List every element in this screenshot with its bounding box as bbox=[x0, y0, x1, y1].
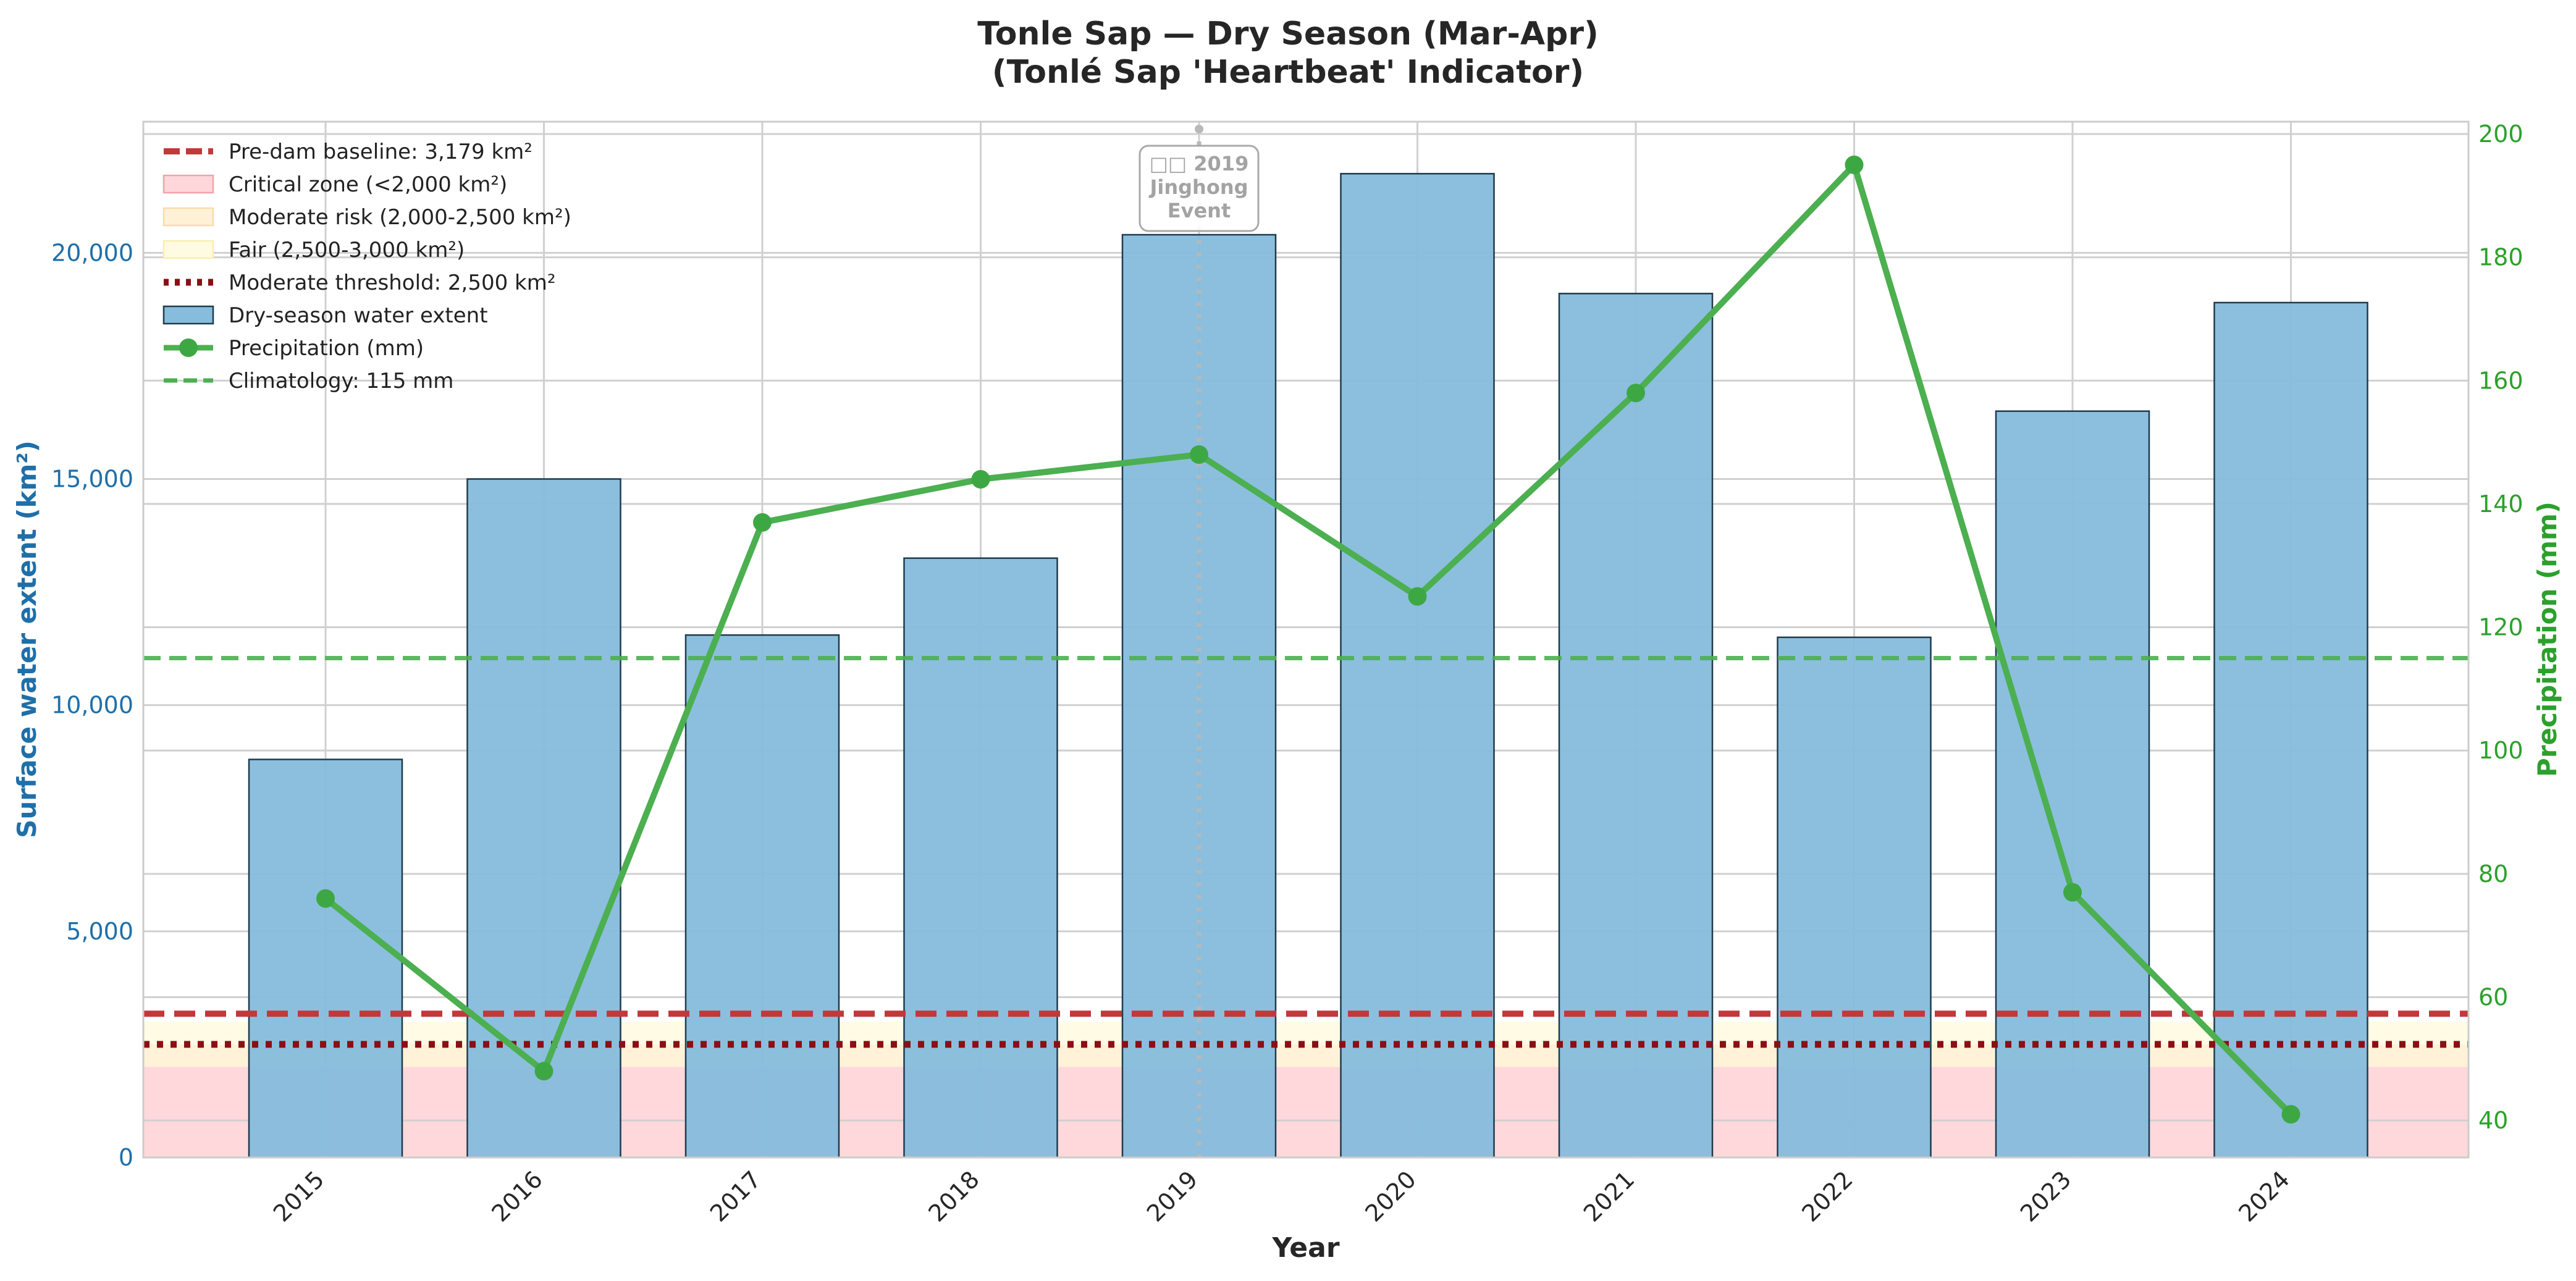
precip-point-2024 bbox=[2281, 1105, 2300, 1124]
y-right-tick-label: 60 bbox=[2478, 983, 2508, 1010]
bar-2024 bbox=[2213, 301, 2368, 1159]
event-line-cap bbox=[1195, 125, 1203, 133]
y-left-tick-label: 15,000 bbox=[51, 466, 133, 493]
y-right-tick-label: 160 bbox=[2478, 367, 2523, 394]
legend-label: Moderate risk (2,000-2,500 km²) bbox=[229, 205, 571, 230]
precip-point-2022 bbox=[1845, 155, 1864, 174]
precip-point-2015 bbox=[316, 889, 335, 908]
legend-label: Moderate threshold: 2,500 km² bbox=[229, 271, 555, 295]
legend: Pre-dam baseline: 3,179 km² Critical zone… bbox=[162, 140, 571, 393]
bar-2018 bbox=[903, 557, 1058, 1159]
y-left-tick-label: 10,000 bbox=[51, 692, 133, 719]
legend-swatch bbox=[162, 305, 214, 325]
precip-point-2018 bbox=[971, 469, 990, 489]
precip-point-2019 bbox=[1190, 445, 1208, 464]
y-left-tick-label: 0 bbox=[119, 1144, 133, 1171]
precipitation-line bbox=[323, 161, 2294, 1117]
chart-title: Tonle Sap — Dry Season (Mar-Apr) bbox=[977, 15, 1599, 52]
y-left-tick-label: 20,000 bbox=[51, 239, 133, 266]
legend-swatch bbox=[162, 240, 214, 259]
precip-point-2016 bbox=[534, 1062, 554, 1081]
x-axis-label: Year bbox=[1271, 1232, 1339, 1264]
bar-2016 bbox=[466, 478, 621, 1159]
y-right-tick-label: 200 bbox=[2478, 120, 2523, 148]
precip-point-2020 bbox=[1408, 587, 1427, 606]
plot-frame bbox=[142, 120, 2470, 1159]
bar-2021 bbox=[1558, 293, 1714, 1159]
legend-label: Precipitation (mm) bbox=[229, 336, 424, 361]
y-left-tick-label: 5,000 bbox=[66, 918, 133, 945]
water-extent-bars bbox=[248, 172, 2368, 1159]
bar-2023 bbox=[1995, 410, 2150, 1159]
precip-point-2021 bbox=[1627, 384, 1645, 403]
legend-label: Pre-dam baseline: 3,179 km² bbox=[229, 140, 532, 164]
y-right-tick-label: 140 bbox=[2478, 490, 2523, 518]
precip-point-2017 bbox=[753, 513, 772, 532]
y-right-tick-label: 40 bbox=[2478, 1107, 2508, 1134]
bar-2022 bbox=[1777, 636, 1932, 1159]
legend-label: Critical zone (<2,000 km²) bbox=[229, 172, 507, 197]
legend-swatch bbox=[162, 207, 214, 227]
y-right-tick-label: 80 bbox=[2478, 860, 2508, 888]
bar-2015 bbox=[248, 758, 403, 1159]
bar-2020 bbox=[1340, 172, 1495, 1159]
precip-point-2023 bbox=[2063, 883, 2082, 902]
chart-subtitle: (Tonlé Sap 'Heartbeat' Indicator) bbox=[992, 54, 1584, 91]
y-right-axis-label: Precipitation (mm) bbox=[2532, 502, 2562, 777]
legend-label: Climatology: 115 mm bbox=[229, 369, 453, 393]
y-right-tick-label: 120 bbox=[2478, 614, 2523, 641]
y-right-tick-label: 100 bbox=[2478, 737, 2523, 764]
precipitation-series bbox=[316, 155, 2300, 1124]
reference-lines bbox=[143, 655, 2469, 1048]
event-annotation-text: Event bbox=[1168, 199, 1231, 222]
legend-swatch bbox=[162, 174, 214, 194]
event-annotation-text: Jinghong bbox=[1148, 175, 1248, 199]
event-annotation-text: □□ 2019 bbox=[1150, 152, 1249, 175]
legend-label: Dry-season water extent bbox=[229, 303, 488, 328]
y-right-tick-label: 180 bbox=[2478, 244, 2523, 271]
legend-label: Fair (2,500-3,000 km²) bbox=[229, 238, 465, 262]
bar-2017 bbox=[684, 634, 840, 1159]
event-annotation-box bbox=[1139, 145, 1260, 232]
y-left-axis-label: Surface water extent (km²) bbox=[12, 440, 42, 838]
legend-swatch-marker bbox=[179, 338, 198, 357]
